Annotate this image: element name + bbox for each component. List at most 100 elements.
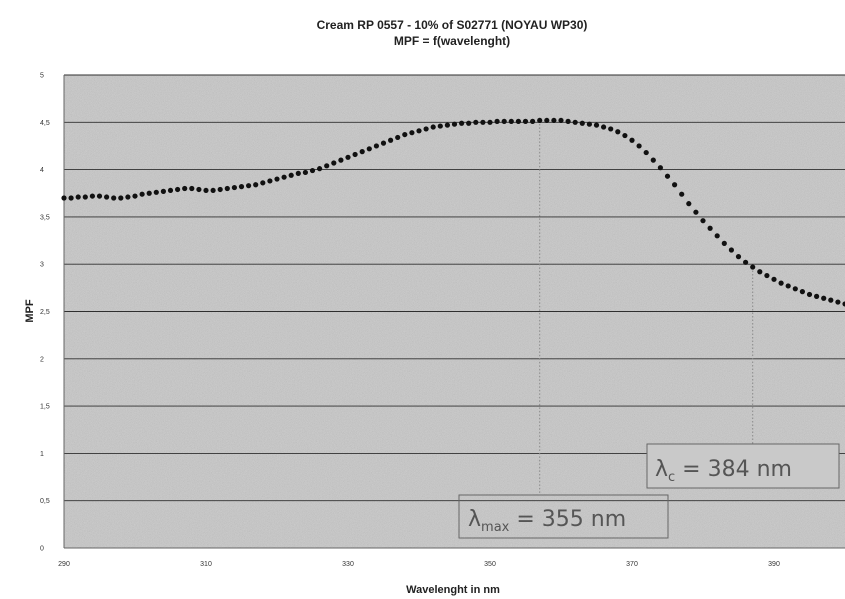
lambda-max-subscript: max bbox=[481, 520, 510, 535]
lambda-c-box bbox=[646, 443, 840, 489]
lambda-c-value: = 384 nm bbox=[675, 457, 792, 482]
data-point bbox=[373, 143, 379, 149]
data-point bbox=[622, 132, 628, 139]
data-point bbox=[324, 163, 330, 169]
data-point bbox=[444, 122, 450, 128]
data-point bbox=[487, 119, 493, 125]
x-tick-label: 350 bbox=[484, 561, 496, 568]
data-point bbox=[302, 169, 308, 176]
data-point bbox=[629, 137, 635, 143]
lambda-c-symbol: λ bbox=[655, 457, 668, 482]
data-point bbox=[757, 269, 763, 275]
y-tick-labels: 0 0,5 1 1,5 2 2,5 3 3,5 4 4,5 5 bbox=[40, 73, 50, 553]
data-point bbox=[522, 118, 529, 124]
data-point bbox=[61, 195, 67, 201]
data-point bbox=[558, 117, 564, 124]
annotation-guides bbox=[539, 120, 754, 495]
chart-title: Cream RP 0557 - 10% of S02771 (NOYAU WP3… bbox=[317, 18, 588, 32]
lambda-max-label: λmax = 355 nm bbox=[468, 507, 626, 535]
data-point bbox=[814, 293, 820, 299]
gridlines bbox=[64, 74, 845, 502]
data-point bbox=[636, 143, 642, 149]
data-point bbox=[89, 193, 95, 199]
data-point bbox=[309, 167, 316, 174]
data-point bbox=[544, 117, 550, 124]
data-point bbox=[238, 184, 245, 190]
data-point bbox=[537, 117, 543, 124]
data-point bbox=[295, 170, 301, 176]
data-point bbox=[132, 193, 138, 199]
y-tick-label: 3,5 bbox=[40, 214, 50, 221]
data-point bbox=[104, 194, 110, 200]
y-tick-label: 0,5 bbox=[40, 498, 50, 505]
data-point bbox=[586, 121, 593, 127]
data-point bbox=[664, 173, 671, 179]
data-point bbox=[416, 128, 422, 134]
data-point bbox=[750, 264, 756, 270]
data-point bbox=[437, 123, 443, 129]
x-tick-labels: 290 310 330 350 370 390 bbox=[58, 561, 780, 568]
data-point bbox=[707, 225, 713, 231]
data-point bbox=[217, 186, 223, 193]
data-point bbox=[345, 154, 351, 160]
data-point bbox=[828, 297, 834, 303]
data-point bbox=[494, 118, 500, 124]
data-point bbox=[175, 186, 181, 193]
data-point bbox=[395, 134, 401, 141]
data-point bbox=[451, 121, 458, 127]
data-point bbox=[679, 191, 685, 197]
data-point bbox=[480, 119, 486, 125]
data-point bbox=[842, 301, 845, 307]
y-tick-label: 4 bbox=[40, 167, 44, 174]
data-point bbox=[402, 131, 408, 138]
data-point bbox=[821, 295, 827, 301]
data-point bbox=[551, 117, 557, 124]
data-point bbox=[785, 283, 791, 289]
data-point bbox=[501, 118, 507, 124]
data-point bbox=[260, 180, 266, 186]
data-point bbox=[75, 194, 81, 200]
lambda-max-value: = 355 nm bbox=[509, 507, 626, 532]
data-point bbox=[735, 254, 742, 260]
data-point bbox=[125, 194, 131, 200]
x-axis-title: Wavelenght in nm bbox=[406, 584, 500, 596]
data-point bbox=[139, 191, 145, 197]
lambda-c-label: λc = 384 nm bbox=[655, 457, 792, 485]
data-point bbox=[643, 149, 649, 156]
data-point bbox=[288, 172, 294, 178]
y-tick-label: 1 bbox=[40, 451, 44, 458]
data-point bbox=[608, 126, 614, 132]
data-point bbox=[82, 194, 88, 200]
data-point bbox=[352, 151, 358, 158]
data-point bbox=[167, 187, 174, 194]
data-point bbox=[388, 137, 394, 143]
data-point bbox=[693, 209, 699, 215]
chart-subtitle: MPF = f(wavelenght) bbox=[394, 34, 510, 48]
data-points bbox=[61, 117, 845, 307]
data-point bbox=[601, 124, 607, 130]
data-point bbox=[253, 182, 259, 188]
data-point bbox=[650, 157, 656, 163]
data-point bbox=[565, 118, 571, 124]
data-point bbox=[182, 185, 188, 192]
x-tick-label: 310 bbox=[200, 561, 212, 568]
data-point bbox=[835, 299, 841, 305]
lambda-c-subscript: c bbox=[668, 470, 675, 485]
data-point bbox=[338, 157, 344, 163]
y-tick-label: 2,5 bbox=[40, 309, 50, 316]
data-point bbox=[423, 126, 429, 132]
lambda-c-annotation: λc = 384 nm bbox=[646, 443, 840, 489]
data-point bbox=[728, 247, 735, 253]
data-point bbox=[764, 272, 770, 279]
y-tick-label: 5 bbox=[40, 73, 44, 80]
data-point bbox=[409, 130, 415, 136]
data-point bbox=[231, 184, 237, 191]
data-point bbox=[317, 166, 323, 172]
data-point bbox=[466, 120, 472, 126]
data-point bbox=[459, 120, 465, 126]
data-point bbox=[806, 291, 813, 298]
data-point bbox=[530, 118, 536, 124]
data-point bbox=[473, 119, 479, 125]
data-point bbox=[203, 187, 209, 194]
